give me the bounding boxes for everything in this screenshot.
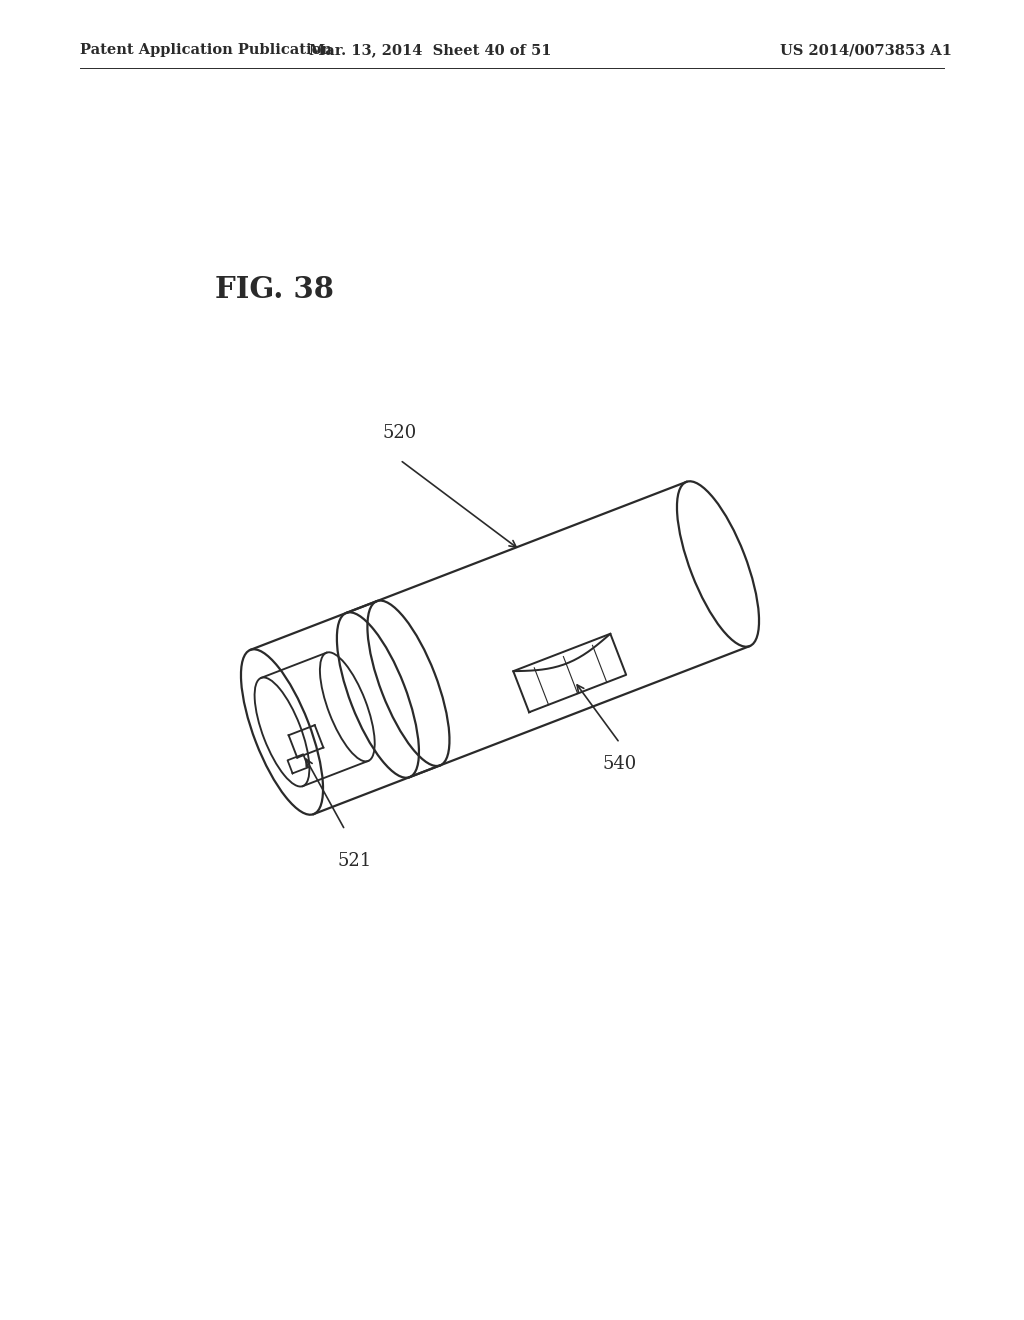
Text: 540: 540: [602, 755, 637, 774]
Text: Patent Application Publication: Patent Application Publication: [80, 44, 332, 57]
Text: Mar. 13, 2014  Sheet 40 of 51: Mar. 13, 2014 Sheet 40 of 51: [309, 44, 551, 57]
Text: FIG. 38: FIG. 38: [215, 276, 334, 305]
Text: 520: 520: [383, 424, 417, 442]
Text: 521: 521: [338, 851, 372, 870]
Text: US 2014/0073853 A1: US 2014/0073853 A1: [780, 44, 952, 57]
